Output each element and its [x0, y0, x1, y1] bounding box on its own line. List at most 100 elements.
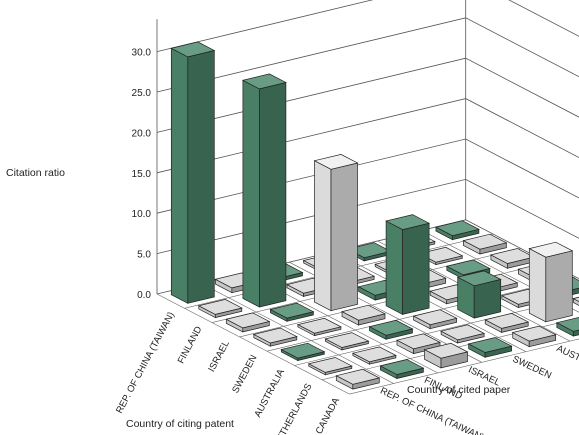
bar-5-4	[484, 313, 530, 333]
bar-side-face	[330, 162, 358, 312]
bar-top-face	[241, 73, 287, 90]
gridline-25	[156, 17, 579, 93]
bar-6-1	[379, 359, 425, 380]
bar-side-face	[402, 222, 430, 315]
z-axis-title: Citation ratio	[6, 167, 65, 179]
bar-top-face	[511, 325, 557, 342]
bar-5-2	[396, 333, 441, 355]
citing-country-label: SWEDEN	[230, 353, 259, 395]
y-axis-title: Country of cited paper	[407, 384, 511, 396]
citing-country-label: AUSTRALIA	[252, 367, 287, 419]
z-tick-label: 30.0	[132, 48, 152, 59]
bar-0-0	[170, 41, 216, 304]
gridline-15	[156, 98, 579, 174]
bar-4-3	[412, 309, 458, 330]
z-tick-label: 10.0	[132, 209, 152, 220]
bar-top-face	[225, 312, 271, 329]
bar-4-1	[324, 332, 370, 351]
bar-top-face	[572, 296, 579, 302]
bar-5-0	[307, 357, 353, 376]
floor-line-x	[349, 338, 579, 395]
bar-front-face	[242, 79, 260, 308]
citing-country-label: REP. OF CHINA (TAIWAN)	[114, 310, 177, 415]
bar-4-0	[280, 342, 326, 362]
bar-side-face	[473, 278, 502, 319]
bar-2-1	[269, 302, 315, 322]
bar-3-2	[341, 304, 386, 326]
grid-layer	[156, 0, 579, 295]
bar-front-face	[528, 248, 547, 323]
bar-1-0	[197, 299, 243, 319]
bar-top-face	[528, 241, 574, 258]
bar-1-6	[462, 233, 508, 255]
bar-2-0	[225, 312, 271, 333]
z-tick-label: 15.0	[132, 169, 152, 180]
bar-6-2	[423, 342, 469, 369]
bars-layer	[170, 41, 579, 390]
citing-country-label: CANADA	[314, 395, 343, 435]
z-tick-label: 20.0	[132, 128, 152, 139]
citing-country-label: FINLAND	[176, 324, 205, 365]
bar-top-face	[434, 220, 480, 237]
bar-side-face	[572, 329, 579, 337]
bar-6-4	[511, 325, 557, 348]
citing-country-label: NETHERLANDS	[272, 382, 315, 435]
bar-top-face	[170, 41, 216, 58]
bar-top-face	[335, 368, 381, 385]
bar-5-3	[440, 324, 486, 344]
bar-2-6	[489, 248, 535, 269]
bar-0-6	[434, 220, 480, 241]
bar-front-face	[573, 298, 579, 306]
bar-top-face	[418, 246, 464, 263]
bar-5-1	[351, 346, 397, 365]
bar-top-face	[396, 333, 441, 350]
bar-top-face	[484, 313, 530, 329]
bar-top-face	[324, 332, 370, 348]
bar-4-4	[456, 270, 502, 319]
bar-top-face	[385, 214, 431, 230]
bar-top-face	[307, 357, 353, 373]
bar-top-face	[456, 270, 502, 287]
bar-top-face	[445, 259, 491, 276]
z-tick-label: 5.0	[137, 250, 151, 261]
bar-2-2	[313, 154, 359, 312]
bar-5-6	[572, 296, 579, 306]
bar-side-face	[259, 82, 287, 308]
bar-top-face	[368, 319, 414, 336]
bar-top-face	[252, 327, 298, 344]
gridline-20	[156, 57, 579, 133]
x-axis-title: Country of citing patent	[126, 418, 234, 430]
bar-top-face	[412, 309, 458, 326]
floor-line-y	[333, 251, 527, 352]
citing-country-label: ISRAEL	[206, 339, 232, 374]
bar-top-face	[423, 342, 469, 359]
bar-1-1	[241, 73, 287, 308]
bar-top-face	[197, 299, 243, 315]
bar-top-face	[555, 316, 579, 332]
gridline-30	[156, 0, 579, 52]
z-tick-label: 25.0	[132, 88, 152, 99]
bar-front-face	[385, 220, 403, 315]
bar-top-face	[341, 304, 386, 321]
bar-top-face	[467, 337, 513, 353]
bar-side-face	[545, 250, 573, 323]
bar-top-face	[379, 359, 425, 375]
bar-front-face	[314, 160, 332, 312]
bar-5-5	[528, 241, 574, 323]
bar-6-3	[467, 337, 513, 358]
bar-4-2	[368, 319, 414, 340]
floor-line-y	[421, 230, 579, 313]
bar-top-face	[296, 317, 342, 334]
bar-6-5	[555, 316, 579, 337]
bar-top-face	[440, 324, 486, 341]
cited-country-label: AUSTRALIA	[555, 343, 579, 376]
bar-top-face	[269, 302, 315, 319]
bar-top-face	[462, 233, 508, 250]
bar-3-1	[296, 317, 342, 337]
cited-country-label: SWEDEN	[511, 354, 554, 382]
bar-top-face	[313, 154, 359, 170]
bar-top-face	[351, 346, 397, 363]
z-tick-label: 0.0	[137, 290, 151, 301]
